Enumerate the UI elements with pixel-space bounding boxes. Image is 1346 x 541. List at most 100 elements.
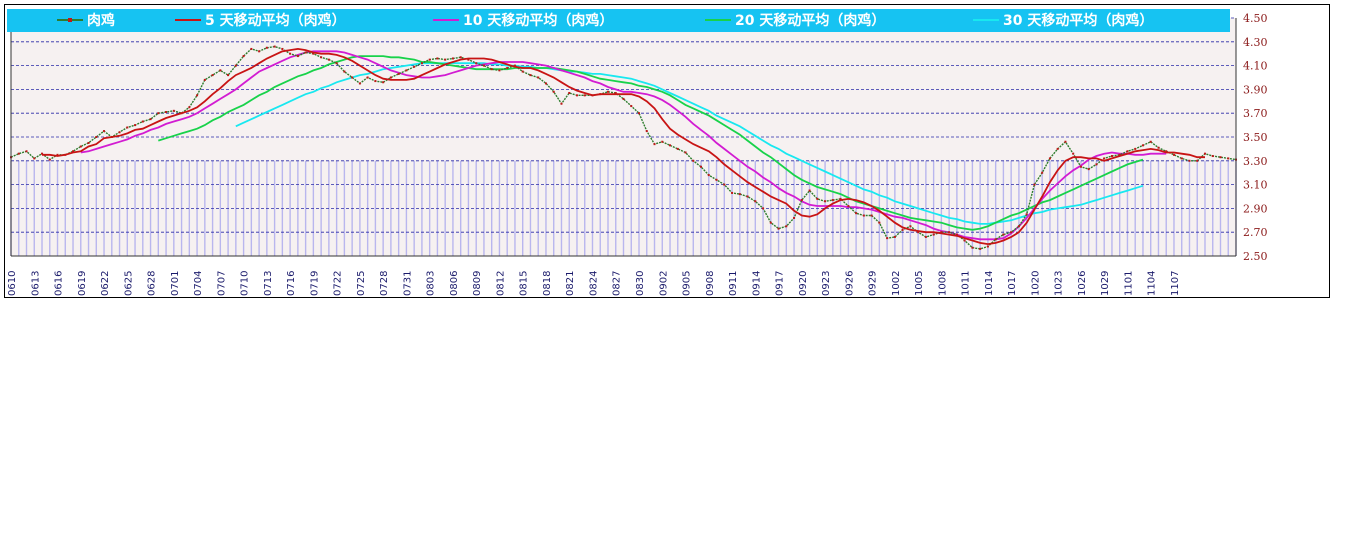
x-tick-label: 0809 <box>472 271 483 296</box>
x-tick-label: 0917 <box>775 271 786 296</box>
data-point <box>762 207 765 210</box>
data-point <box>645 130 648 133</box>
x-tick-group: 1104 <box>1147 271 1158 296</box>
x-tick-group: 0710 <box>240 271 251 296</box>
x-tick-group: 0701 <box>170 271 181 296</box>
data-point <box>289 52 292 55</box>
data-point <box>800 199 803 202</box>
data-point <box>281 47 284 50</box>
y-tick-label: 3.50 <box>1243 131 1268 144</box>
data-point <box>963 239 966 242</box>
x-tick-label: 0610 <box>7 271 18 296</box>
data-point <box>72 150 75 153</box>
data-point <box>327 58 330 61</box>
x-tick-label: 1011 <box>961 271 972 296</box>
data-point <box>824 200 827 203</box>
data-point <box>79 145 82 148</box>
x-tick-group: 0917 <box>775 271 786 296</box>
data-point <box>1203 152 1206 155</box>
x-tick-label: 0815 <box>519 271 530 296</box>
x-tick-label: 0812 <box>495 271 506 296</box>
data-point <box>141 120 144 123</box>
data-point <box>979 247 982 250</box>
data-point <box>451 57 454 60</box>
x-tick-group: 1029 <box>1100 271 1111 296</box>
data-point <box>723 183 726 186</box>
x-tick-group: 0622 <box>100 271 111 296</box>
x-tick-label: 1104 <box>1147 271 1158 296</box>
x-tick-group: 0722 <box>333 271 344 296</box>
x-tick-label: 1008 <box>937 271 948 296</box>
data-point <box>126 126 129 129</box>
x-tick-label: 0716 <box>286 271 297 296</box>
x-tick-group: 1008 <box>937 271 948 296</box>
data-point <box>172 109 175 112</box>
x-tick-label: 0622 <box>100 271 111 296</box>
legend-bar <box>7 9 1230 32</box>
x-tick-group: 0619 <box>77 271 88 296</box>
data-point <box>1079 165 1082 168</box>
data-point <box>986 245 989 248</box>
x-tick-group: 0908 <box>705 271 716 296</box>
data-point <box>1188 159 1191 162</box>
x-tick-label: 1029 <box>1100 271 1111 296</box>
data-point <box>862 214 865 217</box>
data-point <box>1095 163 1098 166</box>
x-tick-label: 0926 <box>844 271 855 296</box>
x-tick-group: 0812 <box>495 271 506 296</box>
data-point <box>25 150 28 153</box>
x-tick-label: 0628 <box>147 271 158 296</box>
data-point <box>413 65 416 68</box>
data-point <box>1165 150 1168 153</box>
x-tick-group: 0628 <box>147 271 158 296</box>
x-tick-label: 0719 <box>309 271 320 296</box>
data-point <box>1056 147 1059 150</box>
data-point <box>498 69 501 72</box>
y-tick-label: 4.50 <box>1243 12 1268 25</box>
data-point <box>544 82 547 85</box>
data-point <box>335 62 338 65</box>
data-point <box>1072 152 1075 155</box>
data-point <box>358 82 361 85</box>
x-tick-group: 1005 <box>914 271 925 296</box>
data-point <box>1157 146 1160 149</box>
data-point <box>444 58 447 61</box>
data-point <box>552 90 555 93</box>
data-point <box>537 76 540 79</box>
data-point <box>482 64 485 67</box>
data-point <box>103 130 106 133</box>
x-tick-group: 0827 <box>612 271 623 296</box>
data-point <box>1048 157 1051 160</box>
data-point <box>506 66 509 69</box>
data-point <box>320 56 323 59</box>
data-point <box>901 228 904 231</box>
x-tick-label: 1017 <box>1007 271 1018 296</box>
data-point <box>955 233 958 236</box>
x-tick-label: 0827 <box>612 271 623 296</box>
data-point <box>676 147 679 150</box>
x-tick-group: 0815 <box>519 271 530 296</box>
x-tick-label: 0929 <box>868 271 879 296</box>
x-tick-group: 0610 <box>7 271 18 296</box>
data-point <box>467 58 470 61</box>
x-tick-label: 1014 <box>984 271 995 296</box>
data-point <box>932 233 935 236</box>
data-point <box>389 76 392 79</box>
x-tick-group: 1020 <box>1030 271 1041 296</box>
data-point <box>870 214 873 217</box>
x-tick-label: 0920 <box>798 271 809 296</box>
x-tick-group: 0704 <box>193 271 204 296</box>
x-tick-label: 0731 <box>402 271 413 296</box>
x-tick-label: 1002 <box>891 271 902 296</box>
x-tick-label: 0704 <box>193 271 204 296</box>
data-point <box>1134 147 1137 150</box>
data-point <box>893 235 896 238</box>
data-point <box>273 45 276 48</box>
x-tick-label: 0902 <box>658 271 669 296</box>
x-tick-group: 1101 <box>1123 271 1134 296</box>
x-tick-label: 0905 <box>682 271 693 296</box>
data-point <box>738 193 741 196</box>
x-tick-group: 1014 <box>984 271 995 296</box>
data-point <box>839 197 842 200</box>
data-point <box>785 225 788 228</box>
